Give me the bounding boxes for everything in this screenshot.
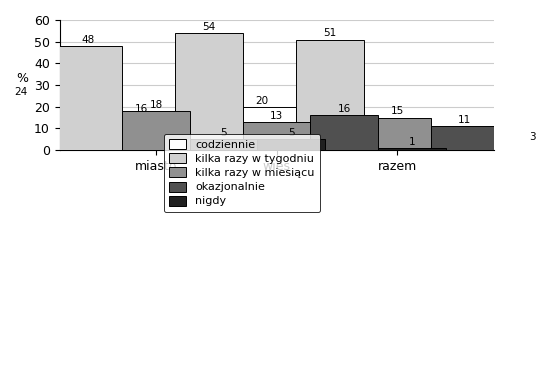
Bar: [122, 111, 190, 150]
Bar: [296, 40, 364, 150]
Bar: [108, 116, 175, 150]
Bar: [54, 46, 122, 150]
Legend: codziennie, kilka razy w tygodniu, kilka razy w miesiącu, okazjonalnie, nigdy: codziennie, kilka razy w tygodniu, kilka…: [164, 134, 320, 212]
Bar: [310, 116, 378, 150]
Text: 1: 1: [409, 137, 415, 147]
Bar: [364, 117, 431, 150]
Bar: [243, 122, 310, 150]
Text: 16: 16: [338, 104, 351, 114]
Text: 16: 16: [135, 104, 148, 114]
Bar: [378, 148, 446, 150]
Text: 11: 11: [458, 115, 471, 125]
Text: 18: 18: [150, 100, 163, 110]
Bar: [257, 139, 325, 150]
Bar: [190, 139, 257, 150]
Text: 3: 3: [529, 132, 536, 142]
Text: 20: 20: [256, 96, 269, 106]
Bar: [228, 107, 296, 150]
Text: 51: 51: [323, 28, 337, 38]
Bar: [499, 144, 550, 150]
Text: 5: 5: [220, 128, 227, 138]
Bar: [0, 98, 54, 150]
Text: 54: 54: [202, 22, 216, 32]
Y-axis label: %: %: [16, 72, 29, 85]
Text: 13: 13: [270, 111, 283, 121]
Bar: [175, 33, 243, 150]
Text: 15: 15: [390, 106, 404, 116]
Text: 48: 48: [82, 35, 95, 45]
Text: 24: 24: [14, 87, 28, 97]
Text: 5: 5: [288, 128, 294, 138]
Bar: [431, 126, 499, 150]
